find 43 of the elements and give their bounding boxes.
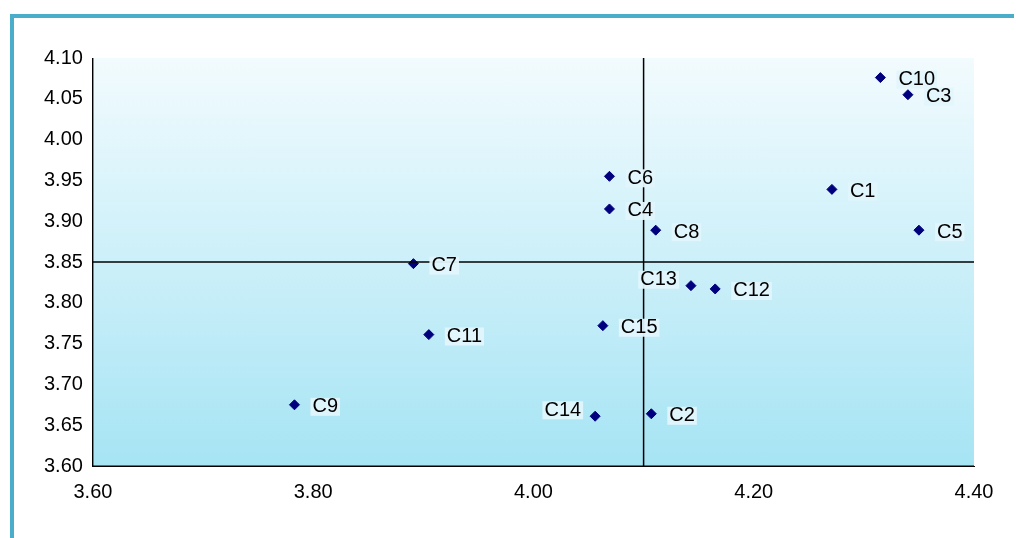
annotation: C4 [627,198,654,221]
y-tick-label: 4.10 [43,45,83,68]
annotation: C8 [673,219,700,242]
x-tick-label: 3.80 [293,479,333,502]
y-tick-label: 3.90 [43,208,83,231]
x-tick-label: 4.00 [513,479,553,502]
y-tick-label: 3.85 [43,249,83,272]
point [902,89,914,101]
point [603,203,615,215]
annotation: C1 [849,178,876,201]
point [597,320,609,332]
y-tick-label: 3.80 [43,290,83,313]
y-tick-label: 4.00 [43,127,83,150]
y-tick-label: 3.65 [43,412,83,435]
y-tick-label: 3.95 [43,167,83,190]
annotation: C7 [431,253,457,276]
annotation: C12 [733,278,770,301]
x-tick-label: 3.60 [73,479,113,502]
annotation: C11 [446,324,483,347]
annotation: C14 [544,397,582,420]
point [589,410,601,422]
x-tick-label: 4.20 [734,479,774,502]
y-tick-label: 3.75 [43,331,83,354]
point [650,224,662,236]
y-tick-label: 3.70 [43,371,83,394]
annotation: C13 [640,267,677,290]
point [603,170,615,182]
point [645,408,657,420]
point [288,399,300,411]
y-tick-label: 3.60 [43,453,83,476]
point [423,329,435,341]
y-tick-label: 4.05 [43,86,83,109]
annotation: C6 [627,165,654,188]
point [913,224,925,236]
x-tick-label: 4.40 [954,479,994,502]
point [709,283,721,295]
point [685,280,697,292]
annotation: C15 [620,315,658,338]
annotation: C5 [936,219,963,242]
annotation: C9 [312,394,339,417]
point [826,183,838,195]
annotation: C2 [669,403,695,426]
point [874,72,886,84]
